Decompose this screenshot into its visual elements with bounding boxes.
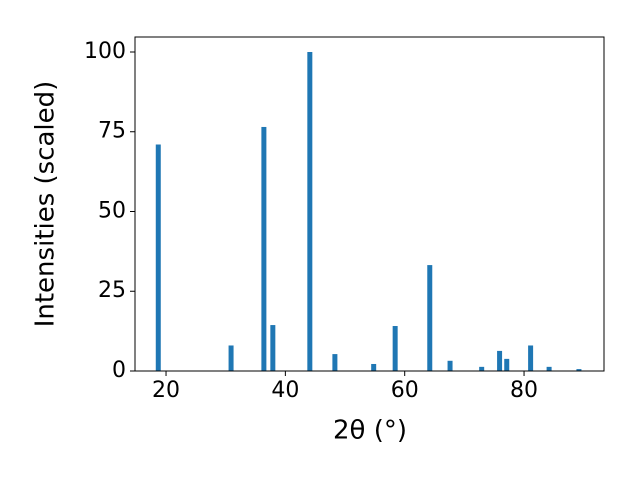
bar <box>332 354 338 371</box>
bar <box>504 358 510 371</box>
bar <box>307 51 313 371</box>
y-tick-label: 50 <box>98 198 126 223</box>
bar <box>576 369 582 371</box>
y-tick-label: 25 <box>98 278 126 303</box>
bar <box>447 360 453 371</box>
bar <box>528 345 534 371</box>
bar <box>479 366 485 371</box>
bar <box>371 363 377 371</box>
bar <box>427 265 433 371</box>
bar <box>228 345 234 371</box>
x-tick-label: 40 <box>271 378 299 403</box>
bar <box>392 326 398 371</box>
x-tick-label: 60 <box>391 378 419 403</box>
y-axis-label: Intensities (scaled) <box>31 81 61 328</box>
y-tick-label: 0 <box>112 358 126 383</box>
y-tick-label: 75 <box>98 119 126 144</box>
bar <box>270 325 276 371</box>
x-axis-label: 2θ (°) <box>333 416 407 446</box>
y-tick-label: 100 <box>84 39 126 64</box>
plot-frame <box>134 36 605 372</box>
x-tick-label: 20 <box>152 378 180 403</box>
bar <box>497 350 503 371</box>
x-tick-label: 80 <box>510 378 538 403</box>
bar <box>546 366 552 371</box>
bar <box>155 144 161 371</box>
bar <box>261 126 267 371</box>
